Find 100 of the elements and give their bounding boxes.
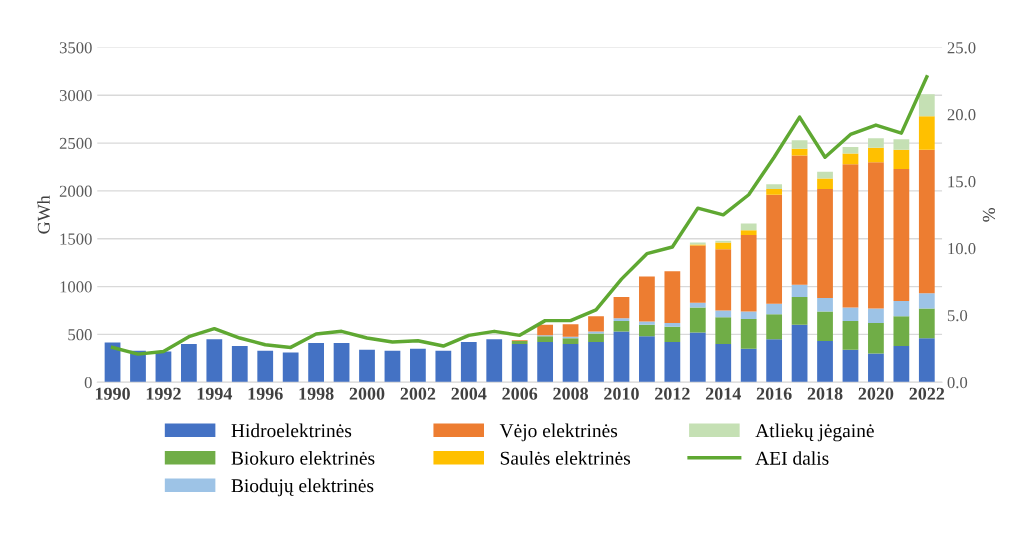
bar [766, 194, 783, 304]
x-tick-label: 2020 [858, 387, 894, 400]
y-tick-label: 1500 [60, 233, 92, 245]
bar [639, 321, 655, 325]
x-tick-label: 1998 [299, 387, 334, 400]
x-tick-label: 2022 [909, 387, 945, 400]
bar [410, 348, 426, 383]
bar [868, 322, 884, 354]
y-tick-label: 2000 [59, 185, 92, 197]
bar [715, 343, 732, 383]
bar [562, 324, 579, 337]
x-tick-label: 2004 [451, 387, 487, 400]
bar [918, 293, 935, 309]
bar [817, 178, 833, 189]
y-axis-title: GWh [37, 195, 50, 234]
bar [613, 318, 630, 322]
bar [842, 153, 859, 165]
y2-axis-title: % [982, 207, 996, 222]
bar [588, 333, 604, 343]
bar [918, 308, 935, 339]
bar [588, 342, 604, 383]
y-tick-label: 3500 [59, 42, 92, 54]
bar [740, 311, 757, 320]
bar [893, 168, 910, 301]
bar [689, 302, 706, 308]
bar [842, 164, 859, 308]
bar [740, 234, 757, 312]
bar [562, 343, 579, 383]
bar [740, 230, 757, 235]
bar [689, 245, 706, 303]
bar [766, 189, 783, 195]
x-tick-label: 2000 [349, 387, 385, 400]
bar [460, 342, 477, 383]
bar [868, 138, 884, 148]
bar [613, 297, 630, 319]
bar [588, 316, 604, 332]
bar [918, 94, 935, 117]
bar [791, 324, 808, 383]
bar [435, 350, 452, 383]
bar [639, 276, 655, 322]
x-tick-label: 2008 [553, 387, 589, 400]
bar [715, 310, 732, 318]
bar [868, 353, 884, 383]
bar [817, 189, 833, 299]
bar [740, 223, 757, 231]
legend-label: Biodujų elektrinės [231, 478, 374, 497]
bar [613, 321, 630, 332]
x-tick-label: 1992 [146, 387, 181, 400]
y-tick-label: 2500 [59, 137, 92, 150]
bar [766, 314, 783, 340]
bar [868, 308, 884, 323]
x-tick-label: 2012 [655, 387, 690, 400]
bar [384, 350, 401, 383]
y2-tick-label: 0.0 [947, 376, 968, 389]
x-tick-label: 1996 [248, 387, 283, 400]
y2-tick-label: 10.0 [948, 243, 976, 255]
y2-tick-label: 25.0 [947, 42, 976, 54]
x-tick-label: 2014 [705, 387, 741, 400]
x-tick-label: 2002 [400, 387, 436, 400]
line-series [110, 75, 929, 356]
x-tick-label: 2018 [807, 387, 843, 400]
bar [842, 307, 859, 322]
bar [282, 352, 299, 383]
bar [639, 324, 655, 337]
bar [689, 332, 706, 383]
bar [817, 311, 833, 342]
bar [868, 147, 884, 163]
y-tick-label: 0 [84, 376, 92, 389]
bar [155, 351, 172, 383]
bar [689, 307, 706, 333]
bar [231, 345, 248, 383]
bar [537, 336, 554, 343]
bar [918, 149, 935, 294]
bar [817, 298, 833, 312]
bar [333, 343, 350, 383]
bar [511, 343, 528, 383]
bar [766, 339, 783, 383]
bar [791, 148, 808, 156]
x-tick-label: 1994 [197, 387, 233, 400]
bar [842, 321, 859, 350]
bar [715, 242, 732, 250]
y-tick-label: 3000 [59, 89, 92, 102]
legend-label: Atliekų jėgainė [755, 423, 874, 442]
legend-label: AEI dalis [755, 451, 829, 465]
bar [791, 284, 808, 298]
bar [562, 338, 579, 344]
bar [715, 317, 732, 344]
bar [893, 345, 910, 383]
bar [308, 343, 324, 383]
bar [766, 303, 783, 315]
bar [537, 324, 554, 336]
bar [359, 349, 375, 383]
x-tick-label: 2010 [604, 387, 639, 400]
legend-label: Vėjo elektrinės [499, 423, 618, 442]
y-tick-label: 1000 [60, 281, 92, 293]
y2-tick-label: 15.0 [948, 176, 976, 188]
bar [918, 338, 935, 383]
bar [664, 326, 681, 343]
bar [791, 297, 808, 325]
bar [206, 339, 223, 383]
